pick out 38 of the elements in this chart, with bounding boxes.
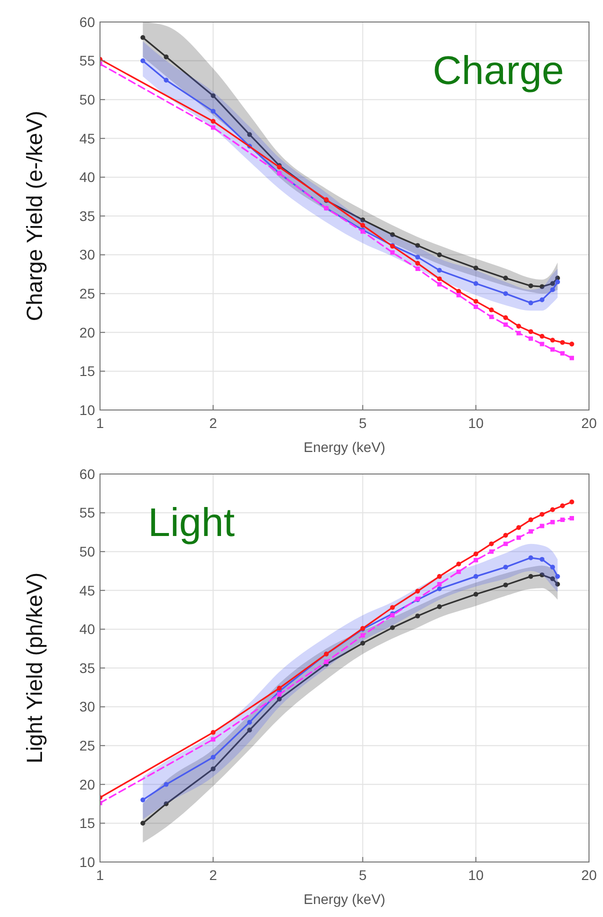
y-tick-label: 10 (79, 402, 96, 418)
x-tick-label: 5 (358, 415, 367, 431)
y-tick-label: 25 (79, 286, 96, 302)
y-tick-label: 10 (79, 854, 96, 870)
annotation: Light (148, 501, 235, 545)
y-tick-label: 40 (79, 169, 96, 186)
y-tick-label: 40 (79, 621, 96, 638)
x-axis-title: Energy (keV) (304, 439, 386, 455)
y-tick-label: 35 (79, 208, 96, 224)
x-tick-label: 1 (96, 867, 104, 883)
x-tick-label: 10 (468, 867, 484, 883)
x-tick-label: 10 (468, 415, 484, 431)
x-tick-label: 2 (209, 867, 218, 883)
x-tick-label: 2 (209, 415, 218, 431)
annotation: Charge (432, 49, 564, 93)
y-tick-label: 15 (79, 363, 96, 380)
y-axis-title: Light Yield (ph/keV) (22, 572, 47, 764)
y-tick-label: 60 (79, 14, 96, 30)
y-tick-label: 20 (79, 324, 96, 340)
y-tick-label: 20 (79, 776, 96, 792)
y-tick-label: 60 (79, 466, 96, 482)
y-tick-label: 15 (79, 815, 96, 832)
y-tick-label: 55 (79, 504, 96, 521)
x-tick-label: 5 (358, 867, 367, 883)
y-tick-label: 55 (79, 52, 96, 69)
y-tick-label: 25 (79, 738, 96, 754)
x-tick-label: 1 (96, 415, 104, 431)
y-tick-label: 45 (79, 130, 96, 146)
x-axis-title: Energy (keV) (304, 891, 386, 907)
y-tick-label: 50 (79, 544, 96, 560)
y-tick-label: 35 (79, 660, 96, 676)
y-tick-label: 30 (79, 698, 96, 715)
x-tick-label: 20 (581, 867, 597, 883)
y-tick-label: 45 (79, 582, 96, 598)
y-tick-label: 30 (79, 246, 96, 263)
y-axis-title: Charge Yield (e-/keV) (22, 110, 47, 322)
y-tick-label: 50 (79, 92, 96, 108)
x-tick-label: 20 (581, 415, 597, 431)
